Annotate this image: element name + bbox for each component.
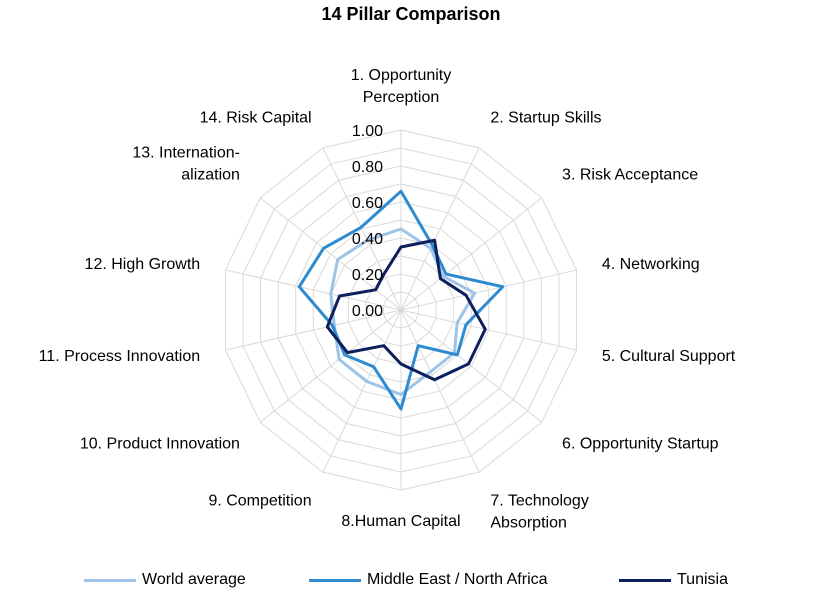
grid-spoke — [400, 197, 543, 311]
axis-label: 1. Opportunity — [351, 67, 452, 84]
grid-spoke — [400, 269, 577, 311]
axis-label: 2. Startup Skills — [490, 109, 601, 126]
radial-tick-label: 0.20 — [352, 267, 383, 284]
legend-label-mena: Middle East / North Africa — [367, 571, 548, 588]
grid-spoke — [400, 309, 543, 423]
legend-item-tunisia: Tunisia — [619, 568, 728, 592]
grid-spoke — [259, 197, 402, 311]
series-line-middle-east-north-africa — [297, 189, 505, 411]
radial-tick-label: 1.00 — [352, 123, 383, 140]
axis-label: Absorption — [490, 515, 566, 532]
grid-spoke — [400, 309, 480, 473]
axis-label: 14. Risk Capital — [200, 109, 312, 126]
grid-spoke — [225, 309, 402, 351]
legend-label-world-average: World average — [142, 571, 246, 588]
axis-label: 9. Competition — [208, 493, 311, 510]
radial-tick-label: 0.60 — [352, 195, 383, 212]
radial-tick-label: 0.80 — [352, 159, 383, 176]
axis-label: 6. Opportunity Startup — [562, 435, 719, 452]
legend: World average Middle East / North Africa… — [0, 568, 822, 592]
axis-label: 5. Cultural Support — [602, 348, 736, 365]
axis-label: 4. Networking — [602, 256, 700, 273]
grid-spoke — [322, 309, 402, 473]
axis-label: alization — [181, 167, 240, 184]
legend-label-tunisia: Tunisia — [677, 571, 728, 588]
axis-label: 3. Risk Acceptance — [562, 167, 698, 184]
radar-tick-labels: 0.00 0.20 0.40 0.60 0.80 1.00 — [352, 123, 383, 320]
legend-item-mena: Middle East / North Africa — [309, 568, 548, 592]
radar-axis-labels: 1. Opportunity Perception 2. Startup Skill… — [39, 67, 736, 532]
series-line-tunisia — [325, 238, 487, 382]
grid-spoke — [225, 269, 402, 311]
radar-grid — [225, 129, 577, 491]
axis-label: 7. Technology — [490, 493, 588, 510]
chart-title: 14 Pillar Comparison — [321, 4, 501, 24]
axis-label: 8.Human Capital — [341, 513, 460, 530]
legend-item-world-average: World average — [84, 568, 246, 592]
axis-label: 12. High Growth — [85, 256, 201, 273]
axis-label: 13. Internation- — [132, 145, 240, 162]
radial-tick-label: 0.40 — [352, 231, 383, 248]
radial-tick-label: 0.00 — [352, 303, 383, 320]
radar-series — [297, 189, 505, 411]
grid-spoke — [322, 147, 402, 311]
grid-spoke — [259, 309, 402, 423]
radar-chart: 1. Opportunity Perception 2. Startup Skill… — [39, 67, 736, 532]
legend-swatch-tunisia — [619, 578, 671, 582]
series-line-world-average — [329, 227, 477, 397]
legend-swatch-mena — [309, 578, 361, 582]
grid-spoke — [400, 147, 480, 311]
axis-label: 11. Process Innovation — [39, 348, 201, 365]
axis-label: 10. Product Innovation — [80, 435, 240, 452]
legend-swatch-world-average — [84, 578, 136, 582]
axis-label: Perception — [363, 89, 440, 106]
grid-spoke — [400, 309, 577, 351]
